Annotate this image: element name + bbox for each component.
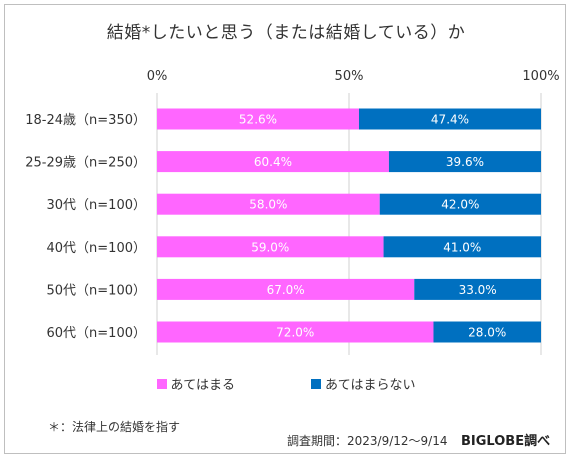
legend-item-series-1: あてはまる — [156, 374, 235, 393]
bar-not-applies — [383, 236, 541, 258]
legend-swatch-series-2 — [311, 378, 321, 389]
chart-frame — [4, 4, 566, 454]
value-label: 67.0% — [267, 283, 305, 297]
chart-legend: あてはまる あてはまらない — [0, 374, 572, 393]
value-label: 39.6% — [446, 155, 484, 169]
category-label: 60代（n=100） — [47, 326, 147, 341]
value-label: 47.4% — [431, 113, 469, 127]
legend-item-series-2: あてはまらない — [311, 374, 415, 393]
value-label: 52.6% — [239, 113, 277, 127]
bar-not-applies — [379, 193, 541, 215]
bar-applies — [157, 321, 434, 343]
x-tick-label: 50% — [335, 69, 364, 84]
legend-label-series-2: あてはまらない — [325, 378, 416, 393]
bar-applies — [157, 151, 389, 173]
category-label: 50代（n=100） — [47, 283, 147, 298]
bar-not-applies — [433, 321, 541, 343]
legend-swatch-series-1 — [156, 378, 167, 389]
bar-not-applies — [414, 278, 541, 300]
category-label: 30代（n=100） — [47, 198, 147, 213]
bar-not-applies — [358, 108, 541, 130]
value-label: 33.0% — [459, 283, 497, 297]
chart-title: 結婚*したいと思う（または結婚している）か — [106, 23, 466, 43]
value-label: 42.0% — [441, 198, 479, 212]
bar-applies — [157, 108, 359, 130]
survey-period: 調査期間：2023/9/12〜9/14 — [287, 434, 448, 448]
category-label: 18-24歳（n=350） — [25, 113, 146, 128]
value-label: 41.0% — [443, 240, 481, 254]
value-label: 59.0% — [251, 240, 289, 254]
value-label: 60.4% — [254, 155, 292, 169]
bar-not-applies — [388, 151, 541, 173]
category-label: 25-29歳（n=250） — [25, 156, 146, 171]
bar-applies — [157, 193, 380, 215]
bar-applies — [157, 236, 384, 258]
value-label: 58.0% — [249, 198, 287, 212]
value-label: 72.0% — [276, 326, 314, 340]
legend-label-series-1: あてはまる — [170, 378, 235, 393]
value-label: 28.0% — [468, 326, 506, 340]
category-label: 40代（n=100） — [47, 241, 147, 256]
x-tick-label: 100% — [522, 69, 559, 84]
x-tick-label: 0% — [147, 69, 168, 84]
bar-applies — [157, 278, 415, 300]
brand-label: BIGLOBE調べ — [461, 434, 551, 449]
footnote: ＊：法律上の結婚を指す — [48, 420, 181, 434]
